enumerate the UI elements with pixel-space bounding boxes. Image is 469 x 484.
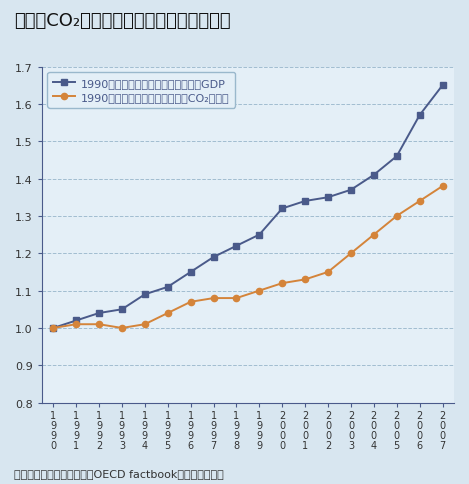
1990年を１としたときの各年の実質GDP [234,243,239,249]
1990年を１としたときの各年のCO₂排出量 [234,296,239,302]
Text: 経済とCO₂排出量の相対的デカップリング: 経済とCO₂排出量の相対的デカップリング [14,12,231,30]
1990年を１としたときの各年のCO₂排出量 [73,322,79,328]
1990年を１としたときの各年のCO₂排出量 [165,310,171,316]
1990年を１としたときの各年のCO₂排出量 [303,277,308,283]
1990年を１としたときの各年の実質GDP [73,318,79,324]
1990年を１としたときの各年のCO₂排出量 [440,184,446,190]
1990年を１としたときの各年の実質GDP [96,310,102,316]
Legend: 1990年を１としたときの各年の実質GDP, 1990年を１としたときの各年のCO₂排出量: 1990年を１としたときの各年の実質GDP, 1990年を１としたときの各年のC… [47,73,235,108]
1990年を１としたときの各年のCO₂排出量 [394,213,400,219]
1990年を１としたときの各年の実質GDP [325,195,331,201]
Text: 資料：国連統計部資料及びOECD factbookより環境省作成: 資料：国連統計部資料及びOECD factbookより環境省作成 [14,468,224,478]
1990年を１としたときの各年のCO₂排出量 [417,198,423,204]
1990年を１としたときの各年の実質GDP [440,83,446,89]
1990年を１としたときの各年のCO₂排出量 [119,325,125,331]
1990年を１としたときの各年の実質GDP [211,255,216,260]
1990年を１としたときの各年の実質GDP [280,206,285,212]
1990年を１としたときの各年の実質GDP [257,232,262,238]
1990年を１としたときの各年の実質GDP [394,154,400,160]
1990年を１としたときの各年の実質GDP [417,113,423,119]
1990年を１としたときの各年のCO₂排出量 [96,322,102,328]
1990年を１としたときの各年の実質GDP [188,270,193,275]
1990年を１としたときの各年のCO₂排出量 [188,299,193,305]
1990年を１としたときの各年の実質GDP [165,285,171,290]
Line: 1990年を１としたときの各年の実質GDP: 1990年を１としたときの各年の実質GDP [50,83,446,332]
1990年を１としたときの各年のCO₂排出量 [211,296,216,302]
1990年を１としたときの各年のCO₂排出量 [280,281,285,287]
1990年を１としたときの各年の実質GDP [348,187,354,193]
1990年を１としたときの各年のCO₂排出量 [142,322,148,328]
1990年を１としたときの各年のCO₂排出量 [50,325,56,331]
1990年を１としたときの各年のCO₂排出量 [257,288,262,294]
1990年を１としたときの各年のCO₂排出量 [325,270,331,275]
Line: 1990年を１としたときの各年のCO₂排出量: 1990年を１としたときの各年のCO₂排出量 [50,183,446,332]
1990年を１としたときの各年の実質GDP [303,198,308,204]
1990年を１としたときの各年のCO₂排出量 [348,251,354,257]
1990年を１としたときの各年のCO₂排出量 [371,232,377,238]
1990年を１としたときの各年の実質GDP [371,173,377,179]
1990年を１としたときの各年の実質GDP [142,292,148,298]
1990年を１としたときの各年の実質GDP [119,307,125,313]
1990年を１としたときの各年の実質GDP [50,325,56,331]
